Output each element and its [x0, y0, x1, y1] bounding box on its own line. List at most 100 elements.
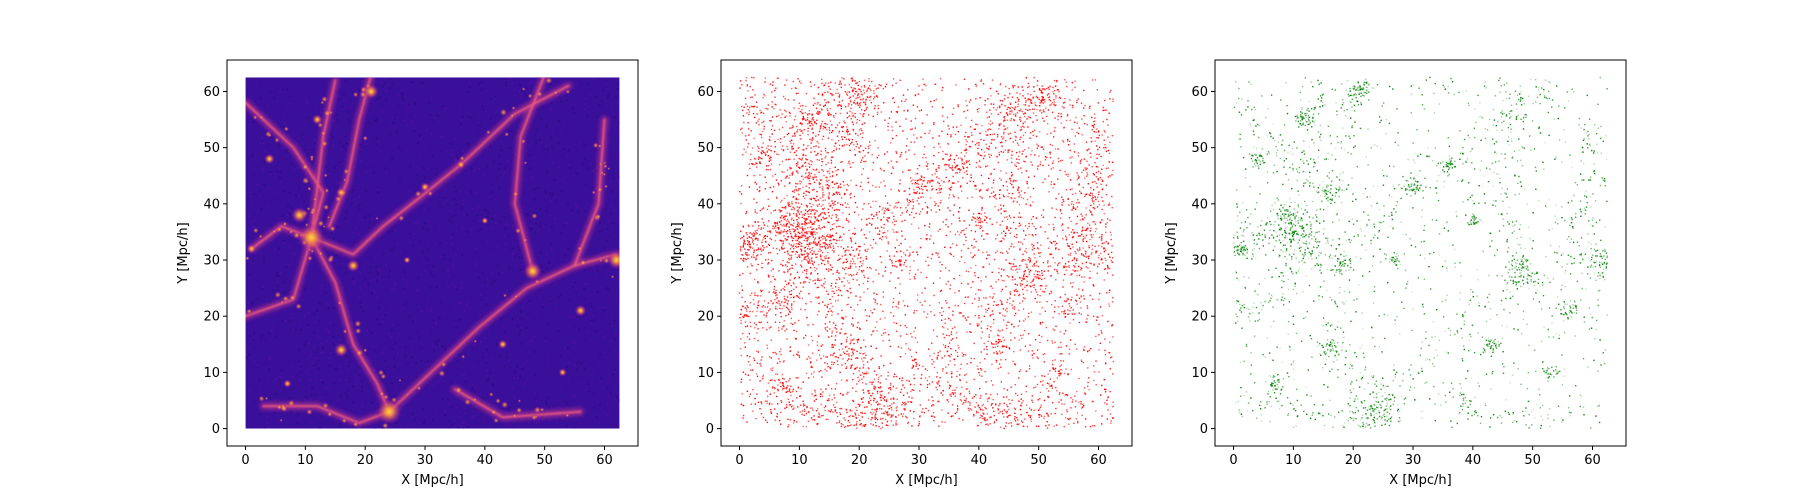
scatter-point [787, 235, 789, 238]
scatter-point [1093, 425, 1096, 427]
scatter-point [789, 231, 791, 233]
scatter-point [1074, 343, 1076, 345]
density-pixel [465, 192, 468, 195]
scatter-point [942, 368, 944, 370]
density-pixel [466, 115, 469, 118]
density-pixel [526, 310, 529, 313]
scatter-point [799, 183, 801, 185]
density-pixel [584, 362, 587, 365]
density-pixel [263, 257, 266, 260]
scatter-point [909, 401, 912, 403]
scatter-point [1035, 275, 1037, 278]
scatter-point [937, 354, 939, 357]
scatter-point [863, 85, 866, 87]
scatter-point [956, 231, 959, 233]
density-pixel [417, 289, 420, 292]
density-pixel [518, 256, 521, 259]
scatter-point [803, 282, 805, 284]
density-pixel [503, 216, 506, 219]
density-pixel [457, 171, 460, 174]
scatter-point [840, 86, 842, 88]
scatter-point [741, 305, 744, 307]
density-pixel [527, 421, 530, 424]
scatter-point [1093, 120, 1095, 123]
density-pixel [262, 261, 265, 264]
scatter-point [810, 259, 813, 262]
density-pixel [414, 113, 417, 116]
density-pixel [589, 339, 592, 342]
scatter-point [956, 351, 959, 354]
density-pixel [259, 188, 262, 191]
density-pixel [463, 413, 466, 416]
scatter-point [1000, 150, 1002, 153]
scatter-point [881, 422, 883, 424]
scatter-point [916, 200, 918, 202]
scatter-point [744, 243, 747, 245]
density-pixel [355, 355, 358, 358]
scatter-point [850, 118, 852, 120]
density-pixel [488, 403, 491, 406]
density-pixel [542, 148, 545, 151]
density-pixel [552, 258, 555, 261]
density-pixel [509, 424, 512, 427]
scatter-point [788, 257, 790, 260]
density-pixel [472, 415, 475, 418]
scatter-point [1110, 89, 1112, 92]
scatter-point [836, 412, 838, 414]
scatter-point [973, 395, 975, 398]
density-pixel [276, 280, 279, 283]
scatter-point [831, 175, 834, 178]
density-pixel [580, 363, 583, 366]
scatter-point [856, 350, 858, 352]
density-pixel [557, 296, 560, 299]
density-pixel [378, 140, 381, 143]
scatter-point [1082, 403, 1084, 405]
scatter-point [787, 99, 790, 101]
scatter-point [1013, 350, 1015, 353]
scatter-point [801, 227, 803, 229]
density-pixel [332, 136, 335, 139]
scatter-point [992, 103, 995, 105]
density-pixel [253, 422, 256, 425]
scatter-point [1088, 246, 1090, 249]
scatter-point [1014, 337, 1016, 339]
scatter-point [1033, 175, 1036, 177]
scatter-point [784, 208, 787, 210]
density-pixel [425, 201, 428, 204]
scatter-point [759, 248, 762, 251]
scatter-point [856, 248, 858, 250]
scatter-point [848, 160, 850, 163]
scatter-point [1014, 139, 1017, 141]
density-pixel [313, 321, 316, 324]
density-pixel [454, 308, 457, 311]
density-pixel [476, 191, 479, 194]
density-pixel [326, 275, 329, 278]
scatter-point [1041, 98, 1044, 100]
density-pixel [352, 279, 355, 282]
scatter-point [845, 219, 848, 221]
scatter-point [958, 347, 960, 349]
scatter-point [1003, 136, 1005, 138]
density-pixel [413, 103, 416, 106]
scatter-point [945, 366, 947, 368]
scatter-point [788, 268, 791, 270]
scatter-point [1105, 184, 1108, 186]
scatter-point [892, 397, 894, 399]
scatter-point [986, 348, 988, 350]
scatter-point [793, 243, 795, 246]
scatter-point [805, 222, 807, 224]
density-pixel [361, 218, 364, 221]
density-pixel [279, 180, 282, 183]
density-pixel [595, 277, 598, 280]
scatter-point [776, 413, 779, 415]
scatter-point [825, 179, 827, 182]
scatter-point [1102, 164, 1104, 167]
scatter-point [999, 197, 1001, 199]
density-pixel [583, 157, 586, 160]
density-pixel [359, 272, 362, 275]
scatter-point [1026, 276, 1029, 278]
scatter-point [852, 249, 854, 251]
density-pixel [607, 269, 610, 272]
scatter-point [767, 169, 769, 171]
scatter-point [770, 409, 772, 411]
